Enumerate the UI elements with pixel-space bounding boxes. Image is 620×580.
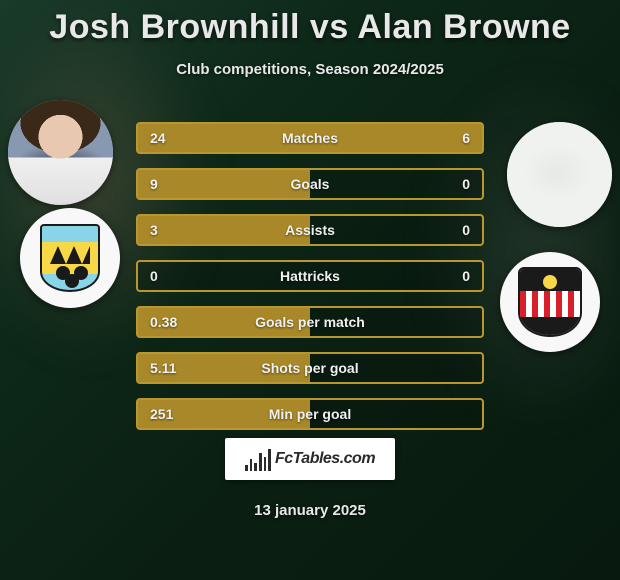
stat-label: Matches bbox=[138, 130, 482, 146]
stat-row: 0.38Goals per match bbox=[136, 306, 484, 338]
player1-avatar bbox=[8, 100, 113, 205]
stat-row: 24Matches6 bbox=[136, 122, 484, 154]
stat-row: 9Goals0 bbox=[136, 168, 484, 200]
stat-p2-value: 0 bbox=[462, 222, 470, 238]
stat-p2-value: 6 bbox=[462, 130, 470, 146]
page-subtitle: Club competitions, Season 2024/2025 bbox=[0, 61, 620, 78]
stat-p2-value: 0 bbox=[462, 268, 470, 284]
stat-p2-value: 0 bbox=[462, 176, 470, 192]
stat-row: 3Assists0 bbox=[136, 214, 484, 246]
date-label: 13 january 2025 bbox=[0, 502, 620, 519]
stat-label: Goals per match bbox=[138, 314, 482, 330]
page-title: Josh Brownhill vs Alan Browne bbox=[0, 0, 620, 47]
player2-club-crest bbox=[500, 252, 600, 352]
player1-club-crest bbox=[20, 208, 120, 308]
stat-label: Min per goal bbox=[138, 406, 482, 422]
stat-label: Assists bbox=[138, 222, 482, 238]
stat-row: 0Hattricks0 bbox=[136, 260, 484, 292]
player2-avatar bbox=[507, 122, 612, 227]
stat-row: 5.11Shots per goal bbox=[136, 352, 484, 384]
stat-label: Goals bbox=[138, 176, 482, 192]
stat-row: 251Min per goal bbox=[136, 398, 484, 430]
content-root: Josh Brownhill vs Alan Browne Club compe… bbox=[0, 0, 620, 580]
burnley-crest-icon bbox=[40, 224, 100, 292]
fctables-watermark: FcTables.com bbox=[225, 438, 395, 480]
fctables-logo-icon bbox=[245, 447, 271, 471]
stats-table: 24Matches69Goals03Assists00Hattricks00.3… bbox=[136, 122, 484, 444]
stat-label: Shots per goal bbox=[138, 360, 482, 376]
stat-label: Hattricks bbox=[138, 268, 482, 284]
sunderland-crest-icon bbox=[518, 267, 582, 337]
fctables-label: FcTables.com bbox=[275, 450, 375, 468]
